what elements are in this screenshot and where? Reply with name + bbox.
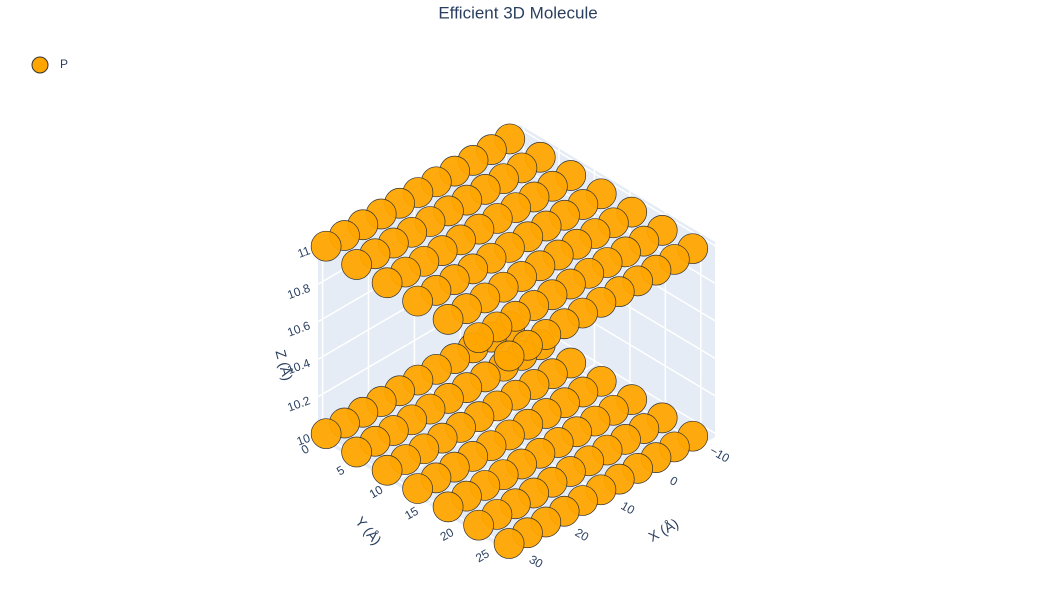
legend-marker[interactable] <box>31 56 49 74</box>
chart-title: Efficient 3D Molecule <box>438 3 597 22</box>
y-tick-label: 15 <box>402 504 421 523</box>
x-tick-label: 0 <box>667 473 680 489</box>
atom <box>371 454 403 486</box>
x-tick-label: −10 <box>707 443 732 465</box>
atom <box>493 528 525 559</box>
atom <box>402 473 433 504</box>
atom <box>463 509 494 541</box>
atom <box>371 267 403 299</box>
atom <box>310 230 342 262</box>
x-tick-label: 30 <box>527 552 546 571</box>
y-tick-label: 25 <box>473 546 492 565</box>
z-axis-title: Z (Å) <box>272 348 296 382</box>
x-axis-title: X (Å) <box>646 515 682 545</box>
z-tick-label: 10.2 <box>285 393 312 414</box>
atom <box>402 285 433 317</box>
y-tick-label: 5 <box>334 463 347 479</box>
atom <box>341 436 372 468</box>
atom <box>493 340 525 372</box>
z-tick-label: 11 <box>296 243 313 261</box>
atom <box>432 491 464 523</box>
atom <box>341 249 372 280</box>
x-tick-label: 20 <box>573 525 592 544</box>
z-tick-label: 10.8 <box>285 281 312 302</box>
legend-label[interactable]: P <box>60 57 68 71</box>
y-tick-label: 10 <box>367 482 386 501</box>
y-axis-title: Y (Å) <box>352 513 385 548</box>
y-tick-label: 20 <box>438 525 457 544</box>
z-tick-label: 10 <box>295 431 313 449</box>
atom <box>432 304 464 335</box>
atom <box>310 418 342 450</box>
z-tick-label: 10.6 <box>285 318 312 339</box>
x-tick-label: 10 <box>619 499 638 518</box>
atom <box>463 322 494 354</box>
